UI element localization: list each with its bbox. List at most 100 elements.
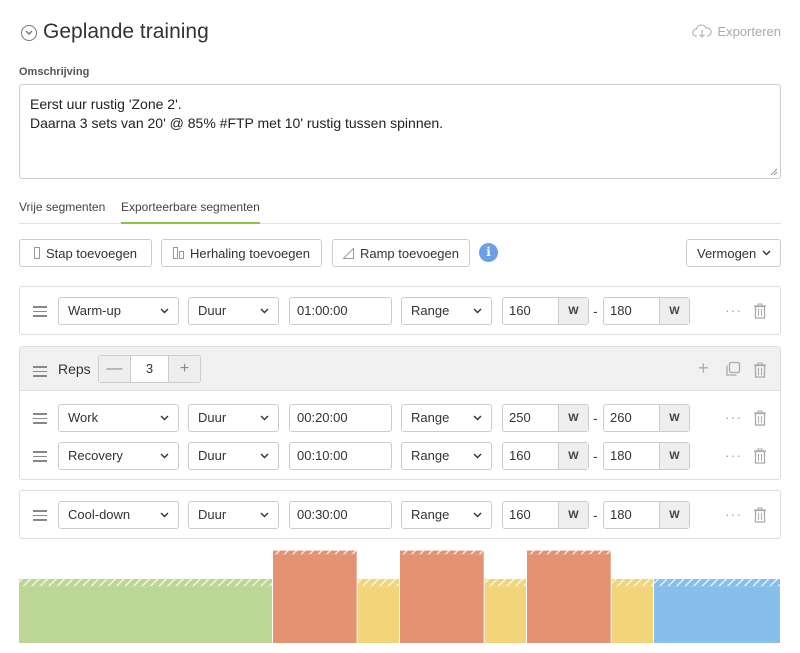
trash-icon[interactable] xyxy=(753,303,767,319)
duration-type-value: Duur xyxy=(198,507,227,522)
drag-handle-icon[interactable] xyxy=(33,510,47,524)
tab-exporteerbare-segmenten[interactable]: Exporteerbare segmenten xyxy=(121,200,260,224)
duration-type-value: Duur xyxy=(198,448,227,463)
duration-type-select[interactable]: Duur xyxy=(188,404,279,432)
range-separator: - xyxy=(593,448,598,464)
target-type-value: Range xyxy=(411,303,450,318)
chart-bar-warm-up xyxy=(19,586,272,643)
power-high-value: 180 xyxy=(610,303,632,318)
chart-range-hatch xyxy=(611,579,653,587)
power-low-value: 250 xyxy=(509,410,531,425)
power-high-input[interactable]: 260 W xyxy=(603,404,690,432)
cloud-download-icon xyxy=(692,24,713,38)
chevron-down-icon xyxy=(473,453,482,459)
target-type-select[interactable]: Range xyxy=(401,404,492,432)
power-low-input[interactable]: 160 W xyxy=(502,297,589,325)
chart-range-hatch xyxy=(273,550,357,555)
add-step-button[interactable]: Stap toevoegen xyxy=(19,239,152,267)
repeat-count-input[interactable]: 3 xyxy=(145,361,154,376)
chart-bar-work xyxy=(273,554,357,643)
chevron-down-icon xyxy=(260,453,269,459)
repeat-header: Reps — 3 + + xyxy=(20,347,780,391)
duration-type-select[interactable]: Duur xyxy=(188,442,279,470)
metric-select[interactable]: Vermogen xyxy=(686,239,781,267)
power-low-value: 160 xyxy=(509,448,531,463)
target-type-value: Range xyxy=(411,507,450,522)
watt-unit-label: W xyxy=(659,502,689,528)
tab-vrije-segmenten[interactable]: Vrije segmenten xyxy=(19,200,106,214)
info-icon[interactable]: i xyxy=(479,243,498,262)
chevron-down-icon xyxy=(260,308,269,314)
duration-input[interactable]: 00:30:00 xyxy=(289,501,392,529)
duplicate-icon[interactable] xyxy=(725,361,741,377)
trash-icon[interactable] xyxy=(753,362,767,378)
workout-profile-chart xyxy=(19,550,780,643)
power-low-input[interactable]: 160 W xyxy=(502,442,589,470)
range-separator: - xyxy=(593,410,598,426)
watt-unit-label: W xyxy=(558,443,588,469)
duration-type-value: Duur xyxy=(198,303,227,318)
chart-range-hatch xyxy=(357,579,399,587)
power-high-input[interactable]: 180 W xyxy=(603,297,690,325)
chevron-down-icon xyxy=(160,453,169,459)
description-textarea[interactable]: Eerst uur rustig 'Zone 2'. Daarna 3 sets… xyxy=(19,84,781,179)
segment-type-value: Warm-up xyxy=(68,303,121,318)
power-low-input[interactable]: 160 W xyxy=(502,501,589,529)
duration-input[interactable]: 01:00:00 xyxy=(289,297,392,325)
chevron-down-icon xyxy=(260,415,269,421)
chart-range-hatch xyxy=(654,579,780,587)
increment-button[interactable]: + xyxy=(168,356,200,382)
segment-row: Warm-up Duur 01:00:00 Range 160 W - 180 … xyxy=(20,297,780,325)
chart-bar-recovery xyxy=(484,586,526,643)
watt-unit-label: W xyxy=(659,443,689,469)
more-options-icon[interactable]: ··· xyxy=(725,302,742,318)
add-segment-icon[interactable]: + xyxy=(698,358,709,378)
target-type-select[interactable]: Range xyxy=(401,501,492,529)
resize-grip-icon[interactable] xyxy=(770,168,778,176)
duration-input[interactable]: 00:20:00 xyxy=(289,404,392,432)
drag-handle-icon[interactable] xyxy=(33,413,47,427)
more-options-icon[interactable]: ··· xyxy=(725,447,742,463)
target-type-select[interactable]: Range xyxy=(401,442,492,470)
trash-icon[interactable] xyxy=(753,410,767,426)
repeat-block: Reps — 3 + + Work Duur 00:20:00 Range xyxy=(19,346,781,480)
segment-type-select[interactable]: Warm-up xyxy=(58,297,179,325)
description-line: Daarna 3 sets van 20' @ 85% #FTP met 10'… xyxy=(30,115,444,131)
trash-icon[interactable] xyxy=(753,448,767,464)
drag-handle-icon[interactable] xyxy=(33,366,47,380)
add-repeat-button[interactable]: Herhaling toevoegen xyxy=(161,239,322,267)
drag-handle-icon[interactable] xyxy=(33,451,47,465)
range-separator: - xyxy=(593,507,598,523)
chevron-down-icon xyxy=(762,250,771,256)
segment-card-warmup: Warm-up Duur 01:00:00 Range 160 W - 180 … xyxy=(19,286,781,335)
more-options-icon[interactable]: ··· xyxy=(725,409,742,425)
collapse-chevron-icon[interactable] xyxy=(21,25,37,41)
add-ramp-button[interactable]: Ramp toevoegen xyxy=(332,239,470,267)
chevron-down-icon xyxy=(260,512,269,518)
segment-type-select[interactable]: Work xyxy=(58,404,179,432)
duration-type-select[interactable]: Duur xyxy=(188,501,279,529)
segment-type-select[interactable]: Recovery xyxy=(58,442,179,470)
decrement-button[interactable]: — xyxy=(99,356,131,382)
export-button[interactable]: Exporteren xyxy=(692,24,781,39)
duration-input[interactable]: 00:10:00 xyxy=(289,442,392,470)
power-high-value: 180 xyxy=(610,448,632,463)
header: Geplande training Exporteren xyxy=(19,18,781,50)
chart-bar-cool-down xyxy=(654,586,780,643)
chevron-down-icon xyxy=(160,415,169,421)
chart-range-hatch xyxy=(484,579,526,587)
chevron-down-icon xyxy=(473,308,482,314)
description-line: Eerst uur rustig 'Zone 2'. xyxy=(30,96,182,112)
power-high-input[interactable]: 180 W xyxy=(603,501,690,529)
chevron-down-icon xyxy=(473,512,482,518)
power-high-input[interactable]: 180 W xyxy=(603,442,690,470)
target-type-select[interactable]: Range xyxy=(401,297,492,325)
trash-icon[interactable] xyxy=(753,507,767,523)
range-separator: - xyxy=(593,303,598,319)
repeat-label: Reps xyxy=(58,361,91,377)
segment-type-select[interactable]: Cool-down xyxy=(58,501,179,529)
more-options-icon[interactable]: ··· xyxy=(725,506,742,522)
drag-handle-icon[interactable] xyxy=(33,306,47,320)
duration-type-select[interactable]: Duur xyxy=(188,297,279,325)
power-low-input[interactable]: 250 W xyxy=(502,404,589,432)
